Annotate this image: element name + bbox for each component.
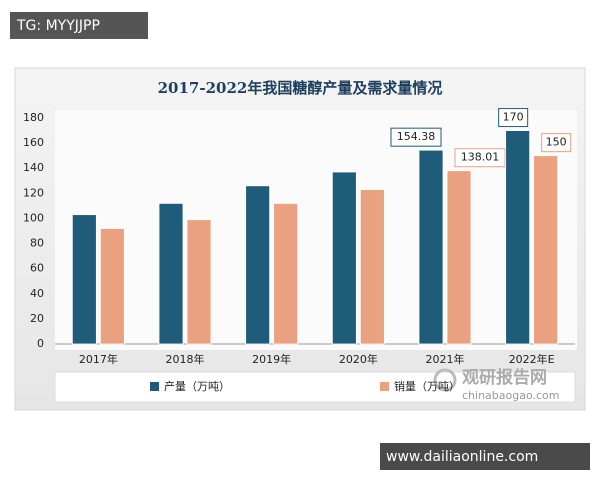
y-tick-label: 60	[30, 262, 44, 275]
logo-icon	[433, 368, 457, 392]
x-tick-label: 2022年E	[509, 352, 555, 366]
chart-title: 2017-2022年我国糖醇产量及需求量情况	[158, 79, 443, 97]
value-label: 150	[546, 136, 567, 149]
logo-url: chinabaogao.com	[462, 389, 560, 402]
watermark-text: TG: MYYJJPP	[16, 18, 100, 34]
bar	[505, 130, 531, 345]
legend-swatch	[380, 382, 389, 391]
x-tick-label: 2019年	[252, 352, 291, 366]
plot-area	[55, 110, 577, 350]
x-tick-label: 2021年	[426, 352, 465, 366]
x-tick-label: 2020年	[339, 352, 378, 366]
bar	[99, 228, 125, 345]
bar	[245, 185, 271, 345]
value-label: 170	[503, 111, 524, 124]
y-tick-label: 40	[30, 287, 44, 300]
watermark-box	[10, 12, 148, 39]
x-tick-label: 2017年	[79, 352, 118, 366]
y-tick-label: 180	[23, 111, 44, 124]
y-tick-label: 80	[30, 237, 44, 250]
watermark-text: www.dailiaonline.com	[386, 449, 538, 465]
bar	[71, 214, 97, 345]
bar	[446, 170, 472, 345]
legend-label: 产量（万吨）	[164, 379, 230, 393]
bar	[158, 202, 184, 345]
bar	[186, 219, 212, 345]
watermark-box	[380, 443, 590, 470]
legend-swatch	[150, 382, 159, 391]
bar	[533, 155, 559, 345]
value-label: 138.01	[461, 151, 500, 164]
y-tick-label: 0	[37, 337, 44, 350]
y-tick-label: 140	[23, 161, 44, 174]
y-tick-label: 100	[23, 211, 44, 224]
y-tick-label: 160	[23, 136, 44, 149]
x-tick-label: 2018年	[166, 352, 205, 366]
y-tick-label: 120	[23, 186, 44, 199]
value-label: 154.38	[397, 130, 436, 143]
bar	[331, 171, 357, 345]
y-tick-label: 20	[30, 312, 44, 325]
value-label-box	[498, 108, 529, 128]
value-label-box	[541, 133, 572, 153]
value-label-box	[454, 148, 506, 168]
value-label-box	[390, 127, 442, 147]
legend-label: 销量（万吨）	[394, 379, 460, 393]
bar	[418, 149, 444, 345]
legend-box	[54, 371, 576, 403]
logo-name: 观研报告网	[461, 367, 547, 388]
bar	[359, 189, 385, 345]
bar	[273, 202, 299, 345]
